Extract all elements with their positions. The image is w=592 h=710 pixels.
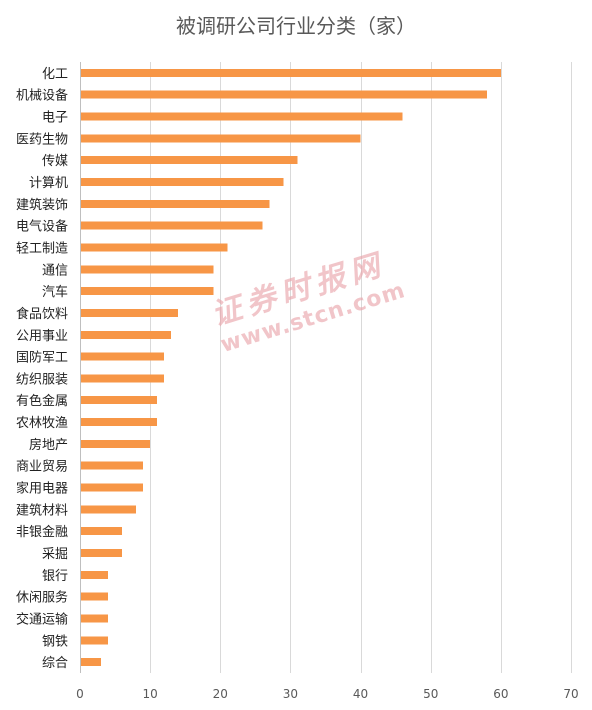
x-tick-label: 50 <box>423 687 438 701</box>
bar <box>81 614 109 623</box>
bar <box>81 68 501 77</box>
category-label: 钢铁 <box>42 634 68 649</box>
x-tick-label: 20 <box>213 687 228 701</box>
bar <box>81 570 109 579</box>
category-label: 电气设备 <box>16 219 68 235</box>
category-label: 有色金属 <box>16 393 68 409</box>
bar <box>81 527 123 536</box>
category-label: 农林牧渔 <box>16 416 68 431</box>
bar <box>81 352 165 361</box>
bar <box>81 483 144 492</box>
bar <box>81 308 179 317</box>
bar <box>81 199 270 208</box>
bar <box>81 439 151 448</box>
category-label: 公用事业 <box>16 329 68 344</box>
bar <box>81 90 487 99</box>
bar <box>81 221 263 230</box>
category-label: 通信 <box>42 263 68 278</box>
bar <box>81 592 109 601</box>
category-label: 建筑装饰 <box>16 197 68 213</box>
category-label: 建筑材料 <box>16 502 68 518</box>
x-tick-labels: 0 10 20 30 40 50 60 70 <box>76 687 578 701</box>
category-label: 采掘 <box>42 547 68 562</box>
x-tick-label: 0 <box>76 687 84 701</box>
bar <box>81 112 403 121</box>
category-label: 化工 <box>42 67 68 82</box>
x-tick-label: 40 <box>353 687 368 701</box>
bars <box>81 68 501 667</box>
x-tick-label: 10 <box>143 687 158 701</box>
category-label: 休闲服务 <box>16 590 68 606</box>
bar <box>81 287 214 296</box>
category-labels: 化工机械设备电子医药生物传媒计算机建筑装饰电气设备轻工制造通信汽车食品饮料公用事… <box>16 67 68 671</box>
bar <box>81 178 284 187</box>
category-label: 计算机 <box>29 176 68 191</box>
bar <box>81 265 214 274</box>
x-tick-label: 70 <box>563 687 578 701</box>
bar <box>81 134 361 143</box>
category-label: 交通运输 <box>16 611 68 627</box>
category-label: 电子 <box>42 111 68 126</box>
category-label: 商业贸易 <box>16 460 68 475</box>
bar <box>81 658 102 667</box>
bar <box>81 396 158 405</box>
x-tick-label: 60 <box>493 687 508 701</box>
category-label: 医药生物 <box>16 132 68 147</box>
x-tick-label: 30 <box>283 687 298 701</box>
category-label: 食品饮料 <box>16 306 68 322</box>
category-label: 轻工制造 <box>16 241 68 256</box>
bar <box>81 243 228 252</box>
bar <box>81 374 165 383</box>
bar <box>81 330 172 339</box>
chart-title: 被调研公司行业分类（家） <box>176 14 416 38</box>
category-label: 纺织服装 <box>16 372 68 387</box>
bar <box>81 418 158 427</box>
category-label: 银行 <box>42 569 68 584</box>
gridlines <box>80 62 572 673</box>
category-label: 汽车 <box>42 284 68 300</box>
bar <box>81 461 144 470</box>
bar <box>81 156 298 165</box>
category-label: 国防军工 <box>16 350 68 366</box>
bar <box>81 636 109 645</box>
bar <box>81 548 123 557</box>
bar <box>81 505 137 514</box>
category-label: 机械设备 <box>16 88 68 104</box>
category-label: 房地产 <box>29 437 68 453</box>
category-label: 家用电器 <box>16 481 68 497</box>
category-label: 综合 <box>42 656 68 671</box>
category-label: 传媒 <box>42 154 68 169</box>
category-label: 非银金融 <box>16 524 68 540</box>
